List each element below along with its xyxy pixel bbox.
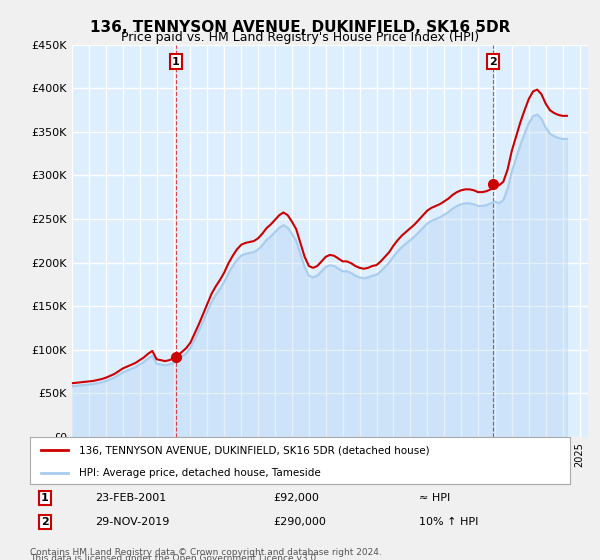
Text: HPI: Average price, detached house, Tameside: HPI: Average price, detached house, Tame… xyxy=(79,468,320,478)
Text: Price paid vs. HM Land Registry's House Price Index (HPI): Price paid vs. HM Land Registry's House … xyxy=(121,31,479,44)
Text: 23-FEB-2001: 23-FEB-2001 xyxy=(95,493,166,503)
Text: 136, TENNYSON AVENUE, DUKINFIELD, SK16 5DR (detached house): 136, TENNYSON AVENUE, DUKINFIELD, SK16 5… xyxy=(79,445,429,455)
Text: 29-NOV-2019: 29-NOV-2019 xyxy=(95,517,169,527)
Text: £290,000: £290,000 xyxy=(273,517,326,527)
Text: £92,000: £92,000 xyxy=(273,493,319,503)
Text: 10% ↑ HPI: 10% ↑ HPI xyxy=(419,517,478,527)
Text: Contains HM Land Registry data © Crown copyright and database right 2024.: Contains HM Land Registry data © Crown c… xyxy=(30,548,382,557)
Text: ≈ HPI: ≈ HPI xyxy=(419,493,450,503)
Text: 2: 2 xyxy=(41,517,49,527)
Text: 1: 1 xyxy=(41,493,49,503)
Text: 2: 2 xyxy=(490,57,497,67)
Text: This data is licensed under the Open Government Licence v3.0.: This data is licensed under the Open Gov… xyxy=(30,554,319,560)
Text: 136, TENNYSON AVENUE, DUKINFIELD, SK16 5DR: 136, TENNYSON AVENUE, DUKINFIELD, SK16 5… xyxy=(90,20,510,35)
Text: 1: 1 xyxy=(172,57,180,67)
